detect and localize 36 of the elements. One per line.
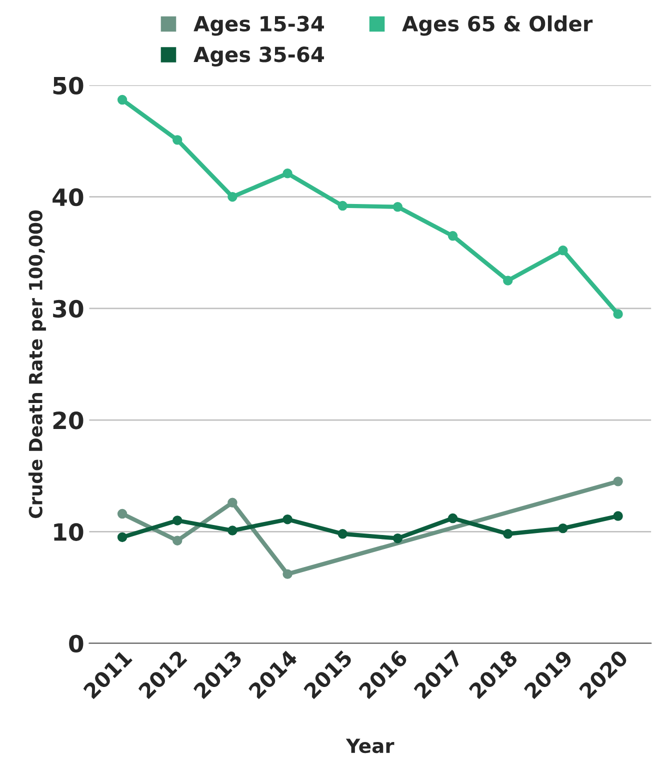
point — [338, 200, 348, 211]
point — [558, 246, 568, 256]
point — [613, 476, 623, 486]
point — [338, 529, 348, 539]
point — [448, 231, 458, 241]
point — [172, 516, 182, 526]
point — [117, 508, 128, 519]
point — [448, 513, 458, 524]
y-tick-label: 50 — [53, 76, 84, 95]
point — [117, 94, 128, 105]
point — [282, 514, 292, 524]
point — [282, 569, 292, 579]
y-tick-label: 20 — [53, 411, 84, 430]
y-tick-label: 40 — [52, 188, 84, 206]
point — [613, 511, 623, 521]
point — [117, 532, 128, 542]
y-tick-label: 10 — [54, 523, 84, 541]
point — [613, 309, 623, 319]
point — [503, 529, 513, 539]
point — [282, 168, 292, 178]
legend-label: Ages 15-34 — [194, 16, 324, 36]
point — [392, 533, 403, 544]
point — [228, 192, 238, 202]
point — [172, 536, 182, 546]
point — [503, 276, 513, 286]
legend-label: Ages 65 & Older — [402, 15, 593, 36]
y-axis-title: Crude Death Rate per 100,000 — [28, 210, 46, 518]
point — [172, 135, 182, 145]
legend-label: Ages 35-64 — [194, 46, 324, 66]
y-tick-label: 30 — [53, 300, 84, 318]
x-axis-title: Year — [346, 738, 394, 754]
point — [392, 202, 403, 212]
point — [228, 498, 238, 508]
point — [558, 523, 568, 534]
point — [228, 526, 238, 536]
y-tick-label: 0 — [69, 634, 84, 653]
